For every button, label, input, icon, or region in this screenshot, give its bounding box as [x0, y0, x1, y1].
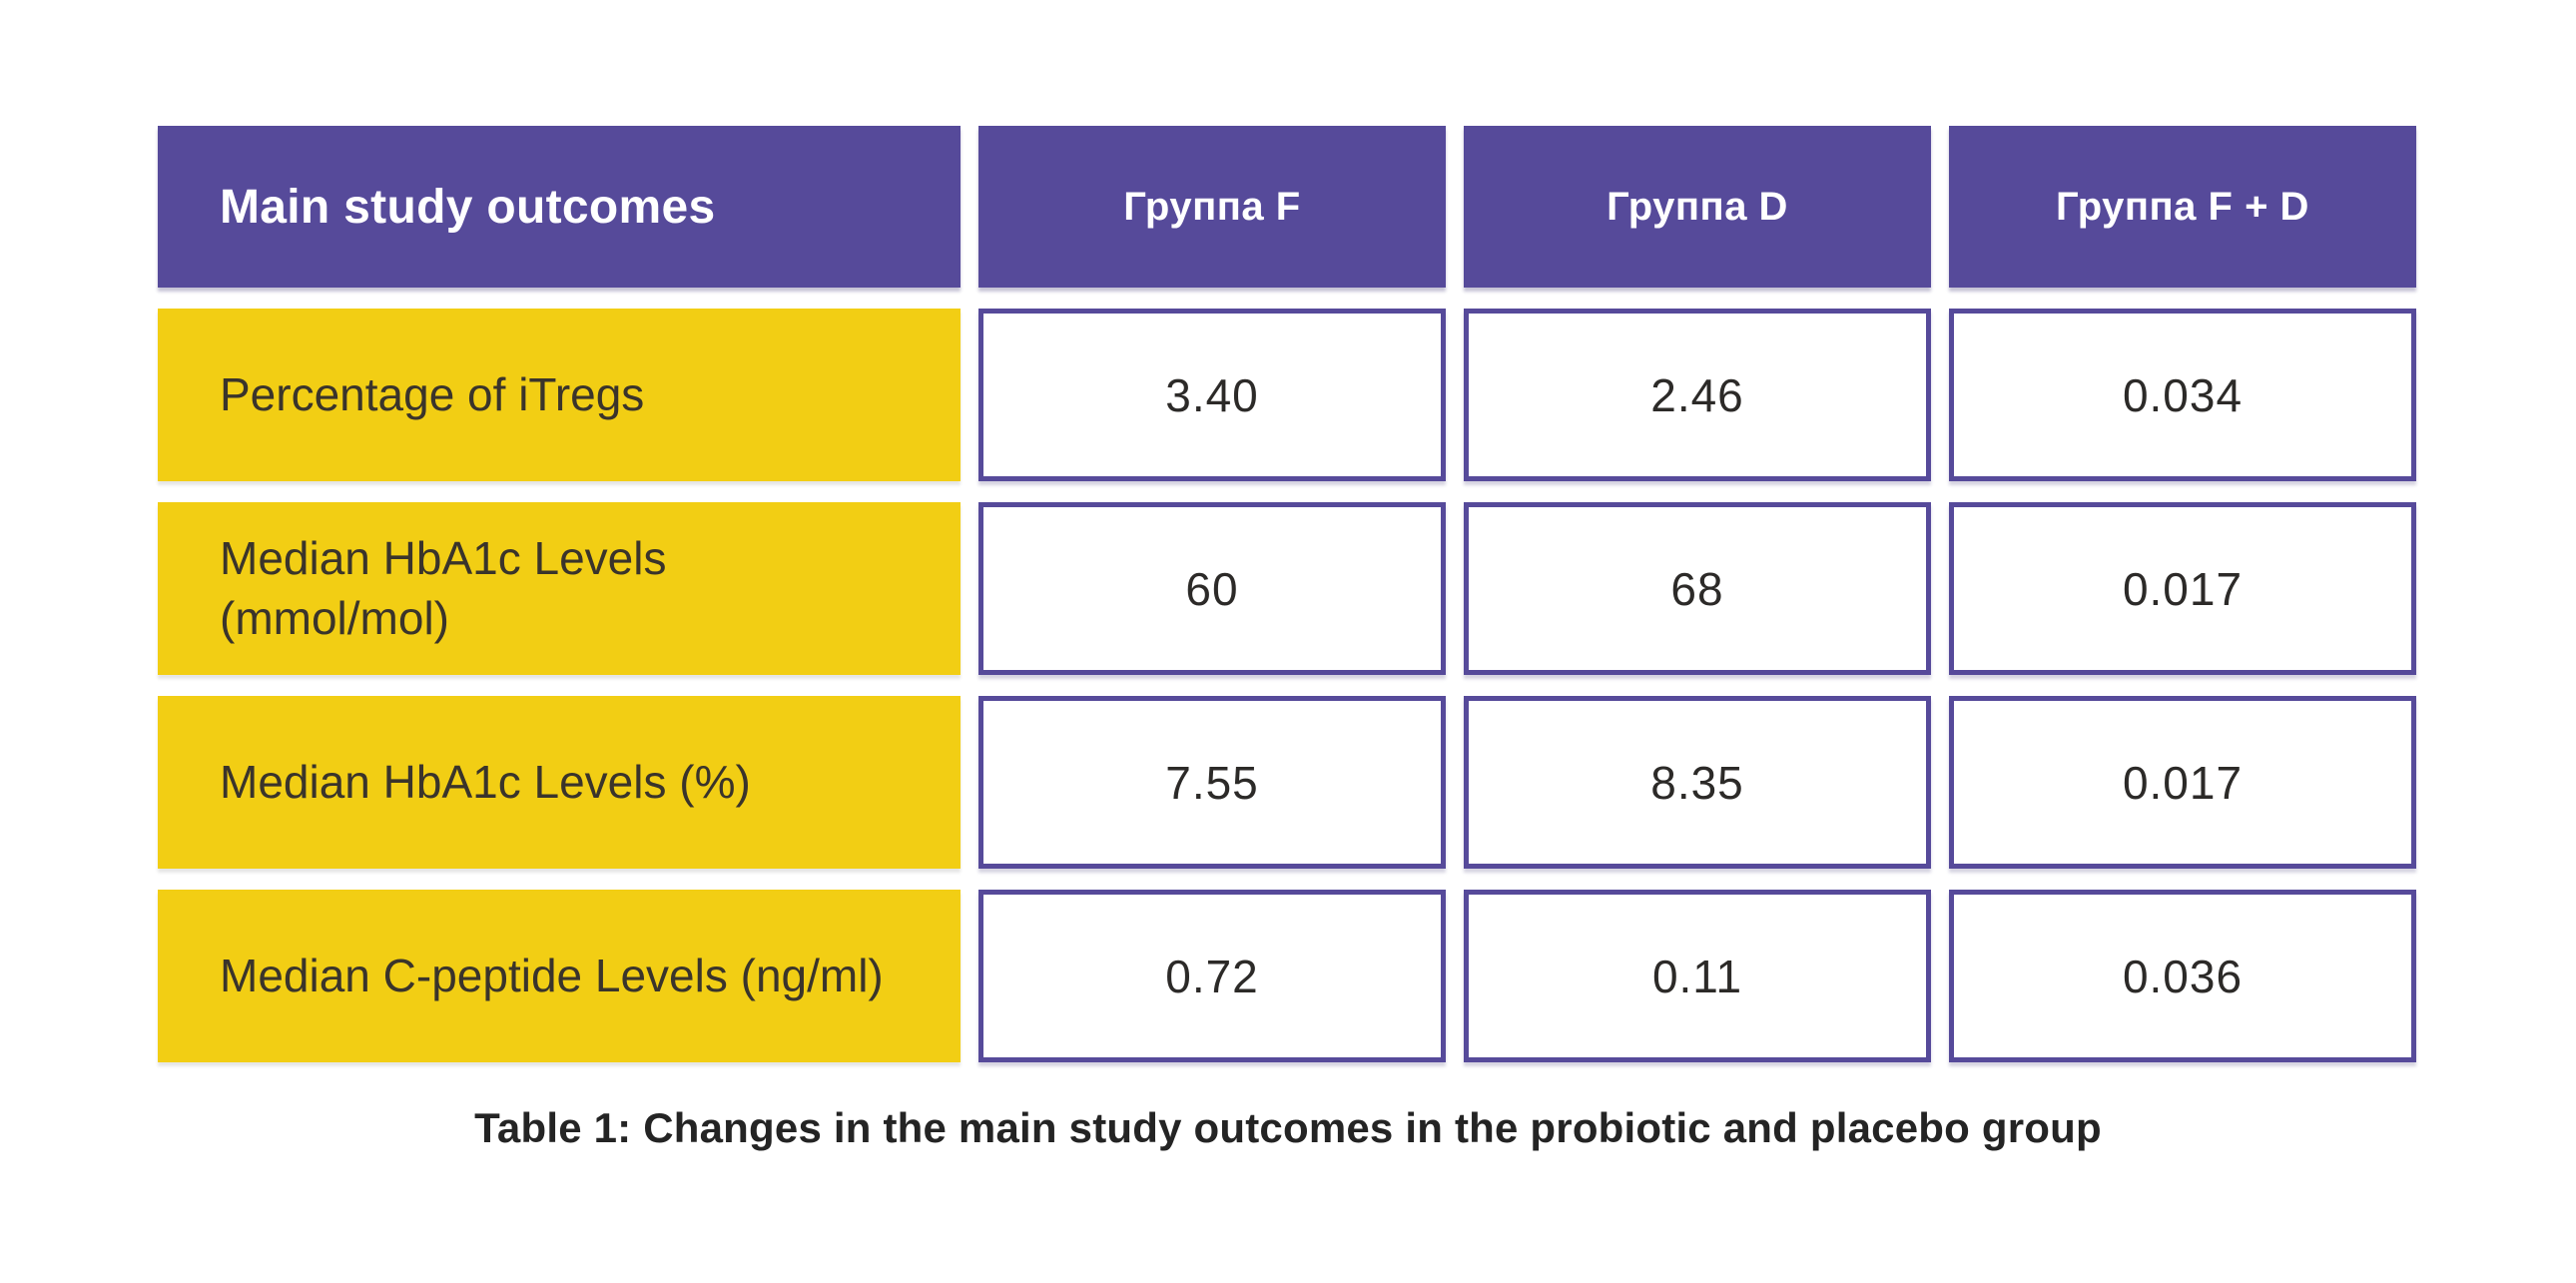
value-c-peptide-group-f-d: 0.036: [1949, 890, 2416, 1062]
value-itregs-group-f-d: 0.034: [1949, 309, 2416, 481]
value-hba1c-percent-group-d: 8.35: [1464, 696, 1931, 869]
value-hba1c-mmol-group-f: 60: [978, 502, 1446, 675]
value-hba1c-mmol-group-d: 68: [1464, 502, 1931, 675]
row-label-hba1c-mmol: Median HbA1c Levels (mmol/mol): [158, 502, 961, 675]
value-itregs-group-d: 2.46: [1464, 309, 1931, 481]
row-label-c-peptide: Median C-peptide Levels (ng/ml): [158, 890, 961, 1062]
table-caption: Table 1: Changes in the main study outco…: [474, 1104, 2102, 1151]
row-label-percentage-itregs: Percentage of iTregs: [158, 309, 961, 481]
header-cell-group-d: Группа D: [1464, 126, 1931, 288]
row-label-hba1c-percent: Median HbA1c Levels (%): [158, 696, 961, 869]
value-itregs-group-f: 3.40: [978, 309, 1446, 481]
value-c-peptide-group-d: 0.11: [1464, 890, 1931, 1062]
value-c-peptide-group-f: 0.72: [978, 890, 1446, 1062]
header-cell-group-f-d: Группа F + D: [1949, 126, 2416, 288]
header-cell-group-f: Группа F: [978, 126, 1446, 288]
value-hba1c-percent-group-f-d: 0.017: [1949, 696, 2416, 869]
outcomes-table: Main study outcomes Группа F Группа D Гр…: [158, 126, 2416, 1062]
value-hba1c-percent-group-f: 7.55: [978, 696, 1446, 869]
value-hba1c-mmol-group-f-d: 0.017: [1949, 502, 2416, 675]
header-cell-main-outcomes: Main study outcomes: [158, 126, 961, 288]
